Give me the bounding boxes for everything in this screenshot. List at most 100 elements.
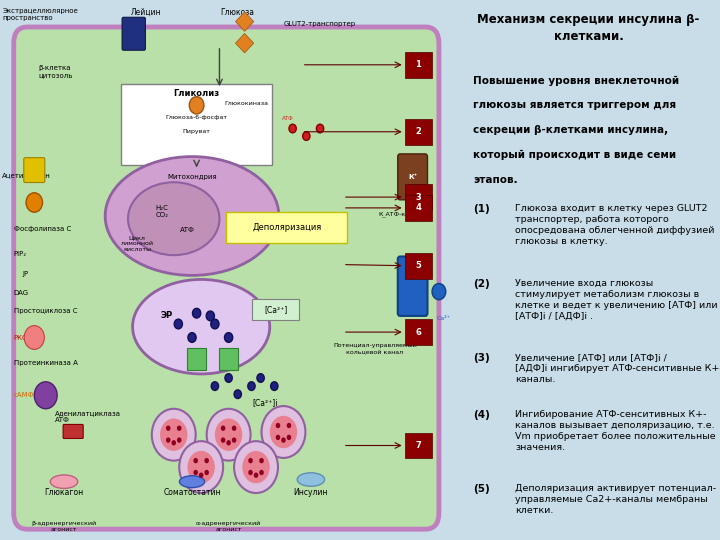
FancyBboxPatch shape	[253, 299, 299, 320]
FancyBboxPatch shape	[405, 319, 432, 345]
Circle shape	[225, 374, 233, 382]
Text: DAG: DAG	[14, 289, 29, 296]
Circle shape	[232, 437, 236, 443]
FancyBboxPatch shape	[405, 52, 432, 78]
Circle shape	[261, 406, 305, 458]
Circle shape	[302, 132, 310, 140]
Text: секреции β-клетками инсулина,: секреции β-клетками инсулина,	[473, 125, 668, 136]
FancyBboxPatch shape	[122, 17, 145, 50]
Circle shape	[211, 319, 219, 329]
Text: Фосфолипаза С: Фосфолипаза С	[14, 226, 71, 233]
FancyBboxPatch shape	[226, 212, 348, 243]
Circle shape	[211, 382, 219, 390]
Circle shape	[248, 458, 253, 463]
Circle shape	[276, 435, 280, 440]
Circle shape	[207, 409, 251, 461]
Circle shape	[253, 472, 258, 478]
Circle shape	[187, 451, 215, 483]
Circle shape	[234, 390, 241, 399]
Circle shape	[192, 308, 201, 318]
Text: β-клетка
цитозоль: β-клетка цитозоль	[39, 65, 73, 78]
FancyBboxPatch shape	[14, 27, 439, 529]
Circle shape	[257, 374, 264, 382]
Circle shape	[174, 319, 182, 329]
Text: Механизм секреции инсулина β-
клетками.: Механизм секреции инсулина β- клетками.	[477, 14, 700, 44]
Text: Ингибирование АТФ-сенситивных К+-
каналов вызывает деполяризацию, т.е.
Vm приобр: Ингибирование АТФ-сенситивных К+- канало…	[515, 410, 716, 452]
Circle shape	[188, 333, 196, 342]
Text: РКС: РКС	[14, 334, 27, 341]
Ellipse shape	[105, 157, 279, 275]
Text: который происходит в виде семи: который происходит в виде семи	[473, 150, 676, 160]
Text: 2: 2	[415, 127, 421, 136]
Text: 6: 6	[415, 328, 421, 336]
FancyBboxPatch shape	[405, 184, 432, 210]
Circle shape	[270, 416, 297, 448]
Polygon shape	[235, 33, 253, 53]
FancyBboxPatch shape	[220, 348, 238, 370]
Text: АТФ: АТФ	[282, 116, 294, 122]
Circle shape	[24, 326, 45, 349]
Text: Аденилатциклаза
АТФ: Аденилатциклаза АТФ	[55, 410, 121, 423]
Circle shape	[287, 423, 291, 428]
Circle shape	[248, 470, 253, 475]
Text: Глюкагон: Глюкагон	[45, 488, 84, 497]
Text: К⁺: К⁺	[408, 173, 418, 180]
Text: 3: 3	[415, 193, 421, 201]
FancyBboxPatch shape	[121, 84, 272, 165]
Text: Ацетилхолин: Ацетилхолин	[2, 172, 51, 179]
Circle shape	[226, 440, 231, 445]
Text: [Ca²⁺]i: [Ca²⁺]i	[253, 398, 278, 407]
Text: 5: 5	[415, 261, 421, 270]
Circle shape	[282, 437, 286, 443]
Text: Экстрацеллюлярное
пространство: Экстрацеллюлярное пространство	[2, 8, 78, 21]
Text: Протеинкиназа А: Протеинкиназа А	[14, 360, 78, 366]
Circle shape	[221, 437, 225, 443]
Ellipse shape	[128, 183, 220, 255]
Text: Деполяризация активирует потенциал-
управляемые Ca2+-каналы мембраны
клетки.: Деполяризация активирует потенциал- упра…	[515, 484, 716, 515]
Polygon shape	[235, 12, 253, 31]
Text: этапов.: этапов.	[473, 175, 518, 185]
Circle shape	[26, 193, 42, 212]
Circle shape	[35, 382, 57, 409]
Text: H₂C
CO₂: H₂C CO₂	[156, 205, 168, 218]
FancyBboxPatch shape	[405, 119, 432, 145]
Circle shape	[259, 458, 264, 463]
Text: Лейцин: Лейцин	[131, 8, 161, 17]
Text: JP: JP	[23, 271, 29, 278]
Text: Деполяризация: Деполяризация	[253, 223, 322, 232]
Circle shape	[225, 333, 233, 342]
Text: Простоциклоза С: Простоциклоза С	[14, 307, 77, 314]
Text: ЭР: ЭР	[161, 312, 173, 320]
Circle shape	[276, 423, 280, 428]
Circle shape	[204, 470, 209, 475]
Text: 4: 4	[415, 204, 421, 212]
Text: Увеличение входа глюкозы
стимулирует метаболизм глюкозы в
клетке и ведет к увели: Увеличение входа глюкозы стимулирует мет…	[515, 279, 718, 321]
FancyBboxPatch shape	[63, 424, 84, 438]
FancyBboxPatch shape	[405, 195, 432, 221]
Circle shape	[432, 284, 446, 300]
Text: (2): (2)	[473, 279, 490, 289]
Circle shape	[171, 440, 176, 445]
Text: Гликолиз: Гликолиз	[174, 89, 220, 98]
Text: GLUT2-транспортер: GLUT2-транспортер	[284, 21, 356, 28]
Text: Пируват: Пируват	[183, 129, 210, 133]
Text: Глюкокиназа: Глюкокиназа	[224, 101, 268, 106]
Circle shape	[194, 470, 198, 475]
Circle shape	[289, 124, 296, 133]
Text: Митохондрия: Митохондрия	[167, 174, 217, 180]
Text: α-адренергический
агонист: α-адренергический агонист	[196, 521, 261, 532]
Circle shape	[232, 426, 236, 431]
Circle shape	[177, 426, 181, 431]
Circle shape	[316, 124, 324, 133]
Text: 7: 7	[415, 441, 421, 450]
Circle shape	[166, 426, 171, 431]
Circle shape	[221, 426, 225, 431]
Text: (3): (3)	[473, 353, 490, 363]
Text: глюкозы является триггером для: глюкозы является триггером для	[473, 100, 676, 111]
FancyBboxPatch shape	[187, 348, 206, 370]
Text: Ca²⁺: Ca²⁺	[436, 316, 451, 321]
Text: Потенциал-управляемый
кольцевой канал: Потенциал-управляемый кольцевой канал	[333, 343, 417, 354]
FancyBboxPatch shape	[397, 154, 428, 200]
Text: (4): (4)	[473, 410, 490, 420]
Text: К_АТФ-канал: К_АТФ-канал	[379, 212, 421, 218]
